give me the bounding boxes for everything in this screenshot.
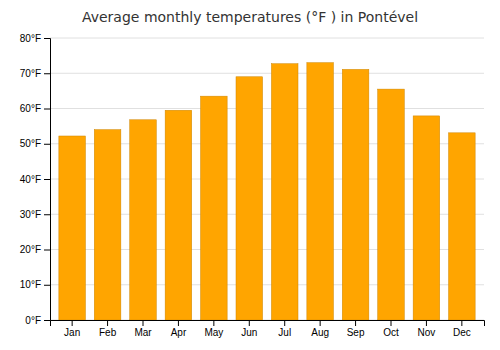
tick: 0°F xyxy=(25,315,50,326)
tick-mark xyxy=(461,320,462,326)
tick-mark xyxy=(72,320,73,326)
tick-mark xyxy=(284,320,285,326)
tick-label: 80°F xyxy=(20,33,41,44)
tick-mark xyxy=(44,109,50,110)
tick: 70°F xyxy=(20,68,50,79)
bar xyxy=(413,116,440,320)
tick-label: Apr xyxy=(171,327,187,338)
bar xyxy=(201,96,228,320)
bar xyxy=(342,69,369,320)
tick-label: Jul xyxy=(278,327,291,338)
tick-label: 30°F xyxy=(20,209,41,220)
tick: Oct xyxy=(383,320,399,338)
x-axis: Jan Feb Mar Apr May Jun Jul Aug Sep Oct Nov Dec xyxy=(51,320,485,338)
bar xyxy=(271,64,298,320)
tick-mark xyxy=(107,320,108,326)
tick-mark xyxy=(44,285,50,286)
tick-mark xyxy=(320,320,321,326)
bar xyxy=(449,133,476,320)
tick-label: 60°F xyxy=(20,103,41,114)
grid-line xyxy=(50,38,484,39)
tick: 20°F xyxy=(20,244,50,255)
bar xyxy=(130,120,157,320)
axis-line xyxy=(51,321,485,327)
tick: Aug xyxy=(311,320,329,338)
tick-label: 20°F xyxy=(20,244,41,255)
tick-label: Oct xyxy=(383,327,399,338)
tick-mark xyxy=(44,144,50,145)
tick-label: Feb xyxy=(99,327,117,338)
plot: 0°F 10°F 20°F 30°F 40°F 50°F 60°F 70°F 80°F Jan Fe… xyxy=(20,33,485,338)
bar xyxy=(307,63,334,320)
bar xyxy=(236,77,263,320)
tick: Jan xyxy=(64,320,80,338)
tick-mark xyxy=(44,179,50,180)
bar xyxy=(378,89,405,320)
tick-label: 10°F xyxy=(20,279,41,290)
tick: Apr xyxy=(171,320,187,338)
bar xyxy=(165,110,192,320)
tick: 10°F xyxy=(20,279,50,290)
tick-label: Sep xyxy=(347,327,365,338)
tick-label: Jan xyxy=(64,327,80,338)
tick-label: Mar xyxy=(134,327,152,338)
tick: Mar xyxy=(134,320,152,338)
grid-line xyxy=(50,108,484,109)
tick: Jun xyxy=(241,320,257,338)
tick: 40°F xyxy=(20,174,50,185)
grid xyxy=(50,38,484,320)
tick-label: Dec xyxy=(453,327,471,338)
bar xyxy=(94,130,121,320)
tick: Feb xyxy=(99,320,117,338)
tick-label: 0°F xyxy=(25,315,41,326)
grid-line xyxy=(50,73,484,74)
tick-mark xyxy=(143,320,144,326)
y-axis: 0°F 10°F 20°F 30°F 40°F 50°F 60°F 70°F 80°F xyxy=(20,33,51,326)
axis-line xyxy=(44,39,51,321)
tick: 50°F xyxy=(20,138,50,149)
tick-mark xyxy=(249,320,250,326)
tick: 60°F xyxy=(20,103,50,114)
tick-mark xyxy=(355,320,356,326)
tick-mark xyxy=(44,38,50,39)
tick-mark xyxy=(213,320,214,326)
tick-label: Aug xyxy=(311,327,329,338)
tick-mark xyxy=(44,320,50,321)
tick: Nov xyxy=(418,320,436,338)
tick-mark xyxy=(44,73,50,74)
tick-mark xyxy=(426,320,427,326)
tick-label: 50°F xyxy=(20,138,41,149)
tick-mark xyxy=(178,320,179,326)
tick-label: May xyxy=(204,327,223,338)
bars xyxy=(59,63,475,320)
tick: 30°F xyxy=(20,209,50,220)
tick: Sep xyxy=(347,320,365,338)
chart: 0°F 10°F 20°F 30°F 40°F 50°F 60°F 70°F 80°F Jan Fe… xyxy=(0,0,500,350)
tick-label: Nov xyxy=(418,327,436,338)
tick-mark xyxy=(391,320,392,326)
tick: May xyxy=(204,320,223,338)
bar xyxy=(59,136,86,320)
tick-mark xyxy=(44,250,50,251)
title: Average monthly temperatures (°F ) in Po… xyxy=(82,9,418,25)
tick: Dec xyxy=(453,320,471,338)
tick-label: Jun xyxy=(241,327,257,338)
tick: 80°F xyxy=(20,33,50,44)
tick: Jul xyxy=(278,320,291,338)
tick-label: 40°F xyxy=(20,174,41,185)
tick-mark xyxy=(44,214,50,215)
tick-label: 70°F xyxy=(20,68,41,79)
